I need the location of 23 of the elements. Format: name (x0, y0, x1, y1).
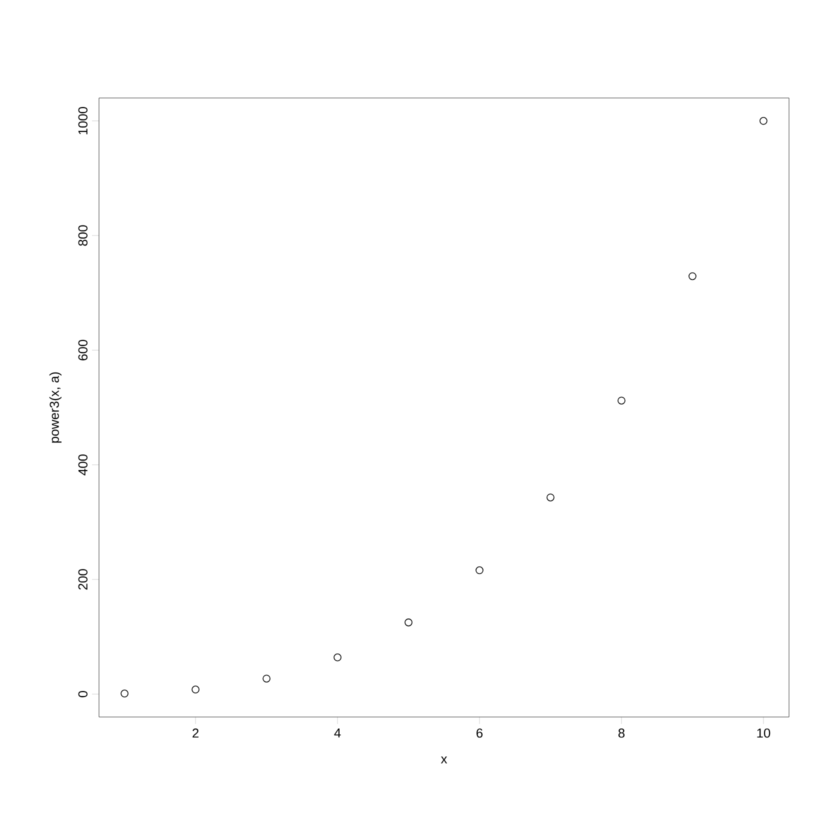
y-tick-label: 200 (78, 569, 88, 590)
point (618, 396, 626, 405)
x-axis-title: x (440, 756, 448, 764)
y-tick-label: 0 (78, 690, 88, 698)
y-tick-label: 400 (78, 454, 88, 476)
point (404, 618, 412, 626)
y-axis-title: power3(x, a) (49, 372, 62, 443)
point (120, 690, 128, 698)
point (192, 686, 200, 694)
x-tick-label: 6 (476, 728, 483, 738)
point (760, 116, 768, 125)
point (476, 566, 484, 574)
x-tick-label: 8 (618, 728, 625, 738)
point (688, 272, 696, 280)
x-tick-label: 10 (757, 728, 770, 738)
point (262, 674, 270, 683)
point (334, 654, 342, 662)
y-tick-label: 600 (78, 340, 88, 360)
y-tick-label: 800 (78, 225, 88, 246)
point (546, 494, 554, 502)
x-tick-label: 2 (192, 728, 198, 738)
x-tick-label: 4 (334, 728, 341, 738)
y-tick-label: 1000 (78, 106, 88, 134)
